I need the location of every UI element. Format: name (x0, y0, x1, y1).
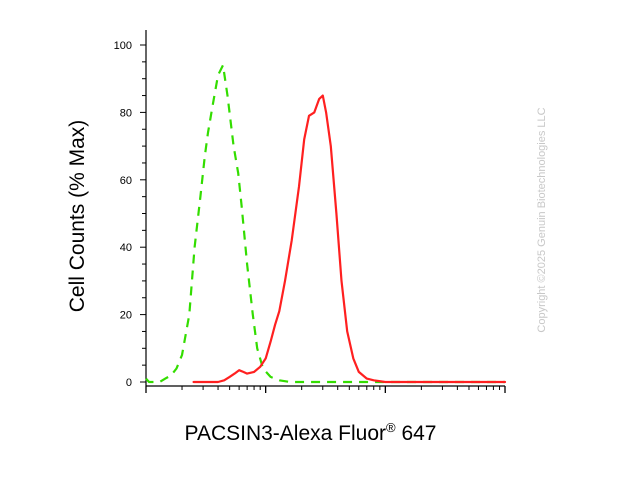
x-axis-title-suffix: 647 (396, 422, 437, 445)
x-axis-title: PACSIN3-Alexa Fluor® 647 (185, 420, 437, 445)
y-axis-title: Cell Counts (% Max) (66, 120, 89, 313)
series-line-green-dashed (145, 64, 505, 384)
y-axis-ticks: 0 20 40 60 80 100 (114, 40, 146, 389)
series-line-red-solid (192, 94, 507, 384)
y-tick-label: 0 (126, 377, 132, 389)
series-layer (145, 64, 507, 384)
y-tick-label: 20 (120, 310, 132, 322)
x-axis-title-main: PACSIN3-Alexa Fluor (185, 422, 387, 445)
x-axis-ticks (145, 386, 506, 393)
plot-frame (145, 30, 505, 387)
y-tick-label: 60 (120, 175, 132, 187)
copyright-watermark: Copyright ©2025 Genuin Biotechnologies L… (536, 107, 548, 332)
x-axis-title-superscript: ® (386, 420, 396, 435)
y-tick-label: 100 (114, 40, 132, 52)
y-tick-label: 40 (120, 242, 132, 254)
y-tick-label: 80 (120, 107, 132, 119)
